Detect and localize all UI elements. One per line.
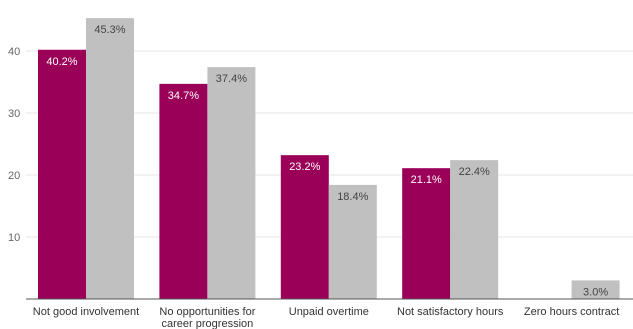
data-label-s1-c1: 40.2% [46, 56, 77, 68]
axis-layer: 10 20 30 40 Not good involvement No opportuni… [8, 46, 633, 329]
bar-s2-c5 [571, 280, 620, 299]
data-label-s1-c2: 34.7% [168, 90, 199, 102]
bar-s2-c1 [86, 18, 134, 299]
x-category-label: Zero hours contract [524, 306, 619, 318]
bar-s1-c4 [402, 168, 451, 299]
data-labels-layer: 40.2% 45.3% 34.7% 37.4% 23.2% 18.4% 21.1% 22.4%… [46, 24, 608, 298]
bar-s1-c1 [38, 49, 86, 300]
data-label-s2-c2: 37.4% [216, 73, 247, 85]
data-label-s2-c1: 45.3% [94, 24, 125, 36]
data-label-s1-c4: 21.1% [411, 174, 442, 186]
bar-s1-c3 [280, 155, 329, 299]
data-label-s2-c4: 22.4% [459, 166, 490, 178]
bars-layer [38, 18, 620, 300]
x-category-label: Unpaid overtime [289, 306, 369, 318]
y-tick-label: 20 [8, 170, 20, 182]
bar-s2-c4 [450, 160, 499, 299]
bar-s2-c2 [207, 67, 256, 300]
data-label-s1-c3: 23.2% [289, 161, 320, 173]
data-label-s2-c3: 18.4% [337, 191, 368, 203]
y-tick-label: 10 [8, 232, 20, 244]
y-tick-label: 40 [8, 46, 20, 58]
bar-s1-c2 [159, 83, 208, 299]
bar-s2-c3 [328, 184, 377, 299]
x-category-label: Not good involvement [33, 306, 139, 318]
x-category-label: Not satisfactory hours [397, 306, 504, 318]
y-tick-label: 30 [8, 108, 20, 120]
x-category-label: No opportunities for career progression [159, 306, 255, 329]
data-label-s2-c5: 3.0% [583, 286, 608, 298]
